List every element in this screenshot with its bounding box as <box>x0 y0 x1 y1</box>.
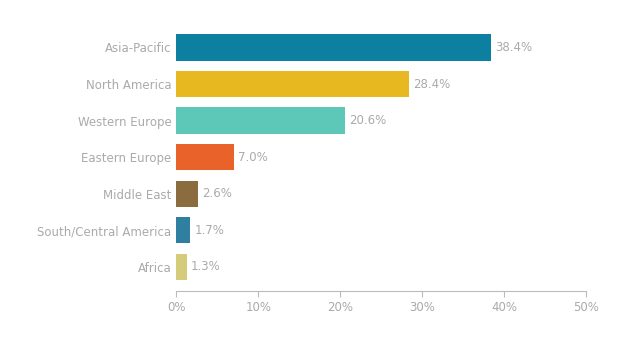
Bar <box>176 217 190 243</box>
Bar <box>176 34 491 61</box>
Bar <box>176 180 198 207</box>
Bar <box>176 254 187 280</box>
Text: 7.0%: 7.0% <box>238 151 268 164</box>
Bar <box>176 144 234 170</box>
Bar <box>176 107 345 134</box>
Bar <box>176 71 409 97</box>
Text: 1.3%: 1.3% <box>191 260 221 273</box>
Text: 2.6%: 2.6% <box>202 187 232 200</box>
Text: 38.4%: 38.4% <box>495 41 532 54</box>
Text: 28.4%: 28.4% <box>413 77 450 91</box>
Text: 1.7%: 1.7% <box>195 224 224 237</box>
Text: 20.6%: 20.6% <box>349 114 386 127</box>
